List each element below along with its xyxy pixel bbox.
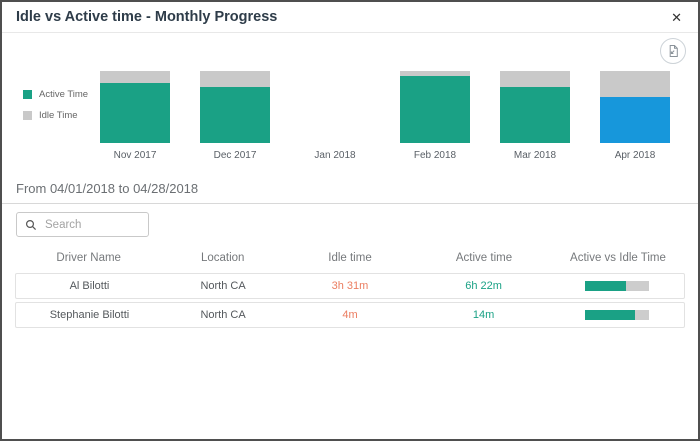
legend-item: Idle Time [23, 110, 88, 121]
chart-legend: Active Time Idle Time [23, 89, 88, 131]
idle-time-segment[interactable] [400, 71, 470, 77]
month-label: Feb 2018 [413, 150, 457, 161]
chart-bar-slot[interactable]: Jan 2018 [285, 71, 385, 161]
stacked-bar[interactable] [600, 71, 670, 143]
column-header: Idle time [328, 251, 372, 264]
active-vs-idle-cell [550, 310, 684, 320]
chart-bar-slot[interactable]: Apr 2018 [585, 71, 685, 161]
legend-item: Active Time [23, 89, 88, 100]
active-time-cell: 14m [472, 309, 495, 321]
column-header: Driver Name [56, 251, 121, 264]
legend-label: Idle Time [39, 110, 78, 121]
idle-time-segment[interactable] [100, 71, 170, 84]
stacked-bar[interactable] [500, 71, 570, 143]
driver-name-cell: Al Bilotti [69, 280, 110, 292]
active-vs-idle-progress-bar [585, 310, 650, 320]
driver-name-cell: Stephanie Bilotti [49, 309, 130, 321]
idle-time-segment[interactable] [600, 71, 670, 97]
chart-bar-slot[interactable]: Feb 2018 [385, 71, 485, 161]
chart-bar-slot[interactable]: Mar 2018 [485, 71, 585, 161]
idle-time-cell: 4m [342, 309, 358, 321]
active-time-segment[interactable] [600, 96, 670, 143]
column-header: Active time [455, 251, 513, 264]
dialog-title: Idle vs Active time - Monthly Progress [16, 9, 278, 25]
stacked-bar[interactable] [200, 71, 270, 143]
month-label: Dec 2017 [213, 150, 257, 161]
active-time-segment[interactable] [100, 83, 170, 143]
table-body: Al Bilotti North CA 3h 31m 6h 22m Stephanie … [15, 273, 685, 328]
date-range-label: From 04/01/2018 to 04/28/2018 [2, 170, 698, 204]
export-report-icon [669, 45, 678, 57]
search-input[interactable] [43, 217, 140, 232]
dialog-header: Idle vs Active time - Monthly Progress ✕ [2, 2, 698, 33]
close-icon[interactable]: ✕ [671, 9, 682, 25]
location-cell: North CA [200, 309, 246, 321]
active-vs-idle-progress-bar [585, 281, 650, 291]
progress-fill [585, 310, 636, 320]
table-row[interactable]: Al Bilotti North CA 3h 31m 6h 22m [15, 273, 685, 299]
idle-time-segment[interactable] [200, 71, 270, 87]
legend-swatch [23, 111, 32, 120]
month-label: Nov 2017 [113, 150, 157, 161]
drivers-table: Driver Name Location Idle time Active time A… [15, 245, 685, 328]
table-row[interactable]: Stephanie Bilotti North CA 4m 14m [15, 302, 685, 328]
active-time-cell: 6h 22m [465, 280, 502, 292]
active-vs-idle-cell [550, 281, 684, 291]
month-label: Jan 2018 [314, 150, 356, 161]
legend-swatch [23, 90, 32, 99]
progress-fill [585, 281, 627, 291]
export-report-button[interactable] [660, 38, 686, 64]
table-header-row: Driver Name Location Idle time Active time A… [15, 245, 685, 270]
stacked-bar[interactable] [100, 71, 170, 143]
idle-time-cell: 3h 31m [331, 280, 369, 292]
search-box[interactable] [16, 212, 149, 237]
monthly-stacked-bar-chart: Active Time Idle Time Nov 2017 Dec 2017 Jan… [2, 33, 698, 170]
chart-bar-slot[interactable]: Dec 2017 [185, 71, 285, 161]
month-label: Apr 2018 [614, 150, 656, 161]
idle-time-segment[interactable] [500, 71, 570, 87]
chart-bar-slot[interactable]: Nov 2017 [85, 71, 185, 161]
chart-bars: Nov 2017 Dec 2017 Jan 2018 Feb 2018 Mar 2018… [85, 71, 685, 161]
search-icon [25, 219, 37, 230]
active-time-segment[interactable] [200, 86, 270, 143]
legend-label: Active Time [39, 89, 89, 100]
month-label: Mar 2018 [513, 150, 557, 161]
location-cell: North CA [200, 280, 246, 292]
column-header: Active vs Idle Time [570, 251, 666, 264]
active-time-segment[interactable] [400, 76, 470, 143]
column-header: Location [200, 251, 245, 264]
active-time-segment[interactable] [500, 86, 570, 143]
stacked-bar[interactable] [400, 71, 470, 143]
